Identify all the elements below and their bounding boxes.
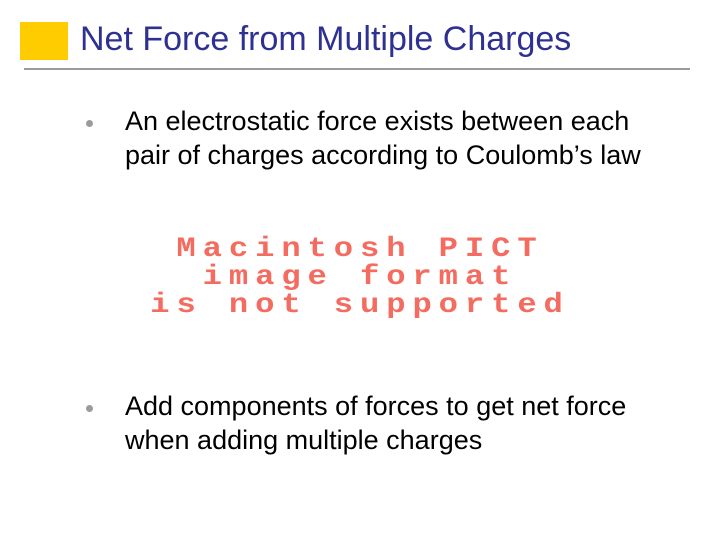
accent-square — [20, 22, 68, 60]
title-row: Net Force from Multiple Charges — [80, 20, 690, 59]
bullet-group-1: An electrostatic force exists between ea… — [80, 105, 670, 173]
list-item: Add components of forces to get net forc… — [80, 390, 670, 458]
title-underline — [24, 68, 690, 70]
bullet-group-2: Add components of forces to get net forc… — [80, 390, 670, 458]
slide-title: Net Force from Multiple Charges — [80, 20, 690, 59]
list-item: An electrostatic force exists between ea… — [80, 105, 670, 173]
pict-line-3: is not supported — [0, 292, 720, 320]
bullet-text: An electrostatic force exists between ea… — [125, 105, 670, 173]
pict-line-1: Macintosh PICT — [0, 236, 720, 264]
bullet-text: Add components of forces to get net forc… — [125, 390, 670, 458]
slide: Net Force from Multiple Charges An elect… — [0, 0, 720, 540]
pict-line-2: image format — [0, 264, 720, 292]
pict-error-placeholder: Macintosh PICT image format is not suppo… — [0, 236, 720, 320]
bullet-icon — [86, 405, 93, 412]
bullet-icon — [86, 120, 93, 127]
